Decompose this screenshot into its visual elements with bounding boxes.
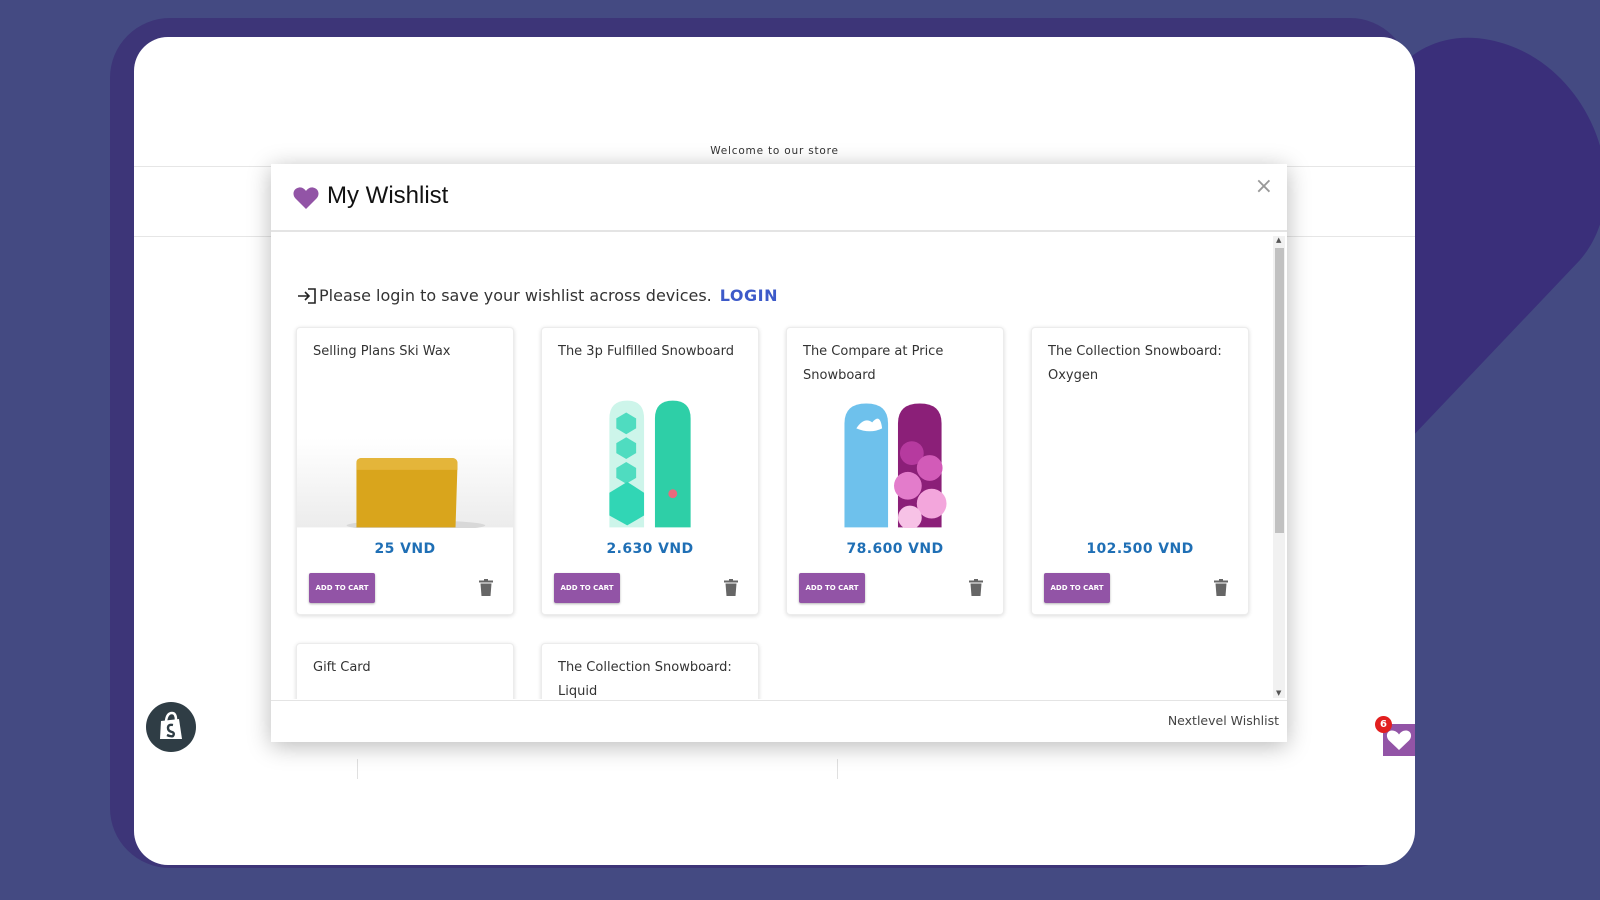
- shopify-bag-icon[interactable]: [146, 702, 196, 752]
- scroll-thumb[interactable]: [1275, 248, 1284, 533]
- wishlist-card: The Collection Snowboard: Oxygen 102.500…: [1031, 327, 1249, 615]
- add-to-cart-button[interactable]: ADD TO CART: [799, 573, 865, 603]
- wishlist-card: The Collection Snowboard: Liquid: [541, 643, 759, 699]
- modal-footer: Nextlevel Wishlist: [271, 700, 1287, 742]
- wishlist-modal: My Wishlist × Please login to save your …: [271, 164, 1287, 742]
- product-price: 102.500 VND: [1086, 541, 1194, 557]
- trash-icon[interactable]: [1214, 579, 1228, 596]
- trash-icon[interactable]: [479, 579, 493, 596]
- wishlist-card: Gift Card: [296, 643, 514, 699]
- trash-icon[interactable]: [724, 579, 738, 596]
- wishlist-card: Selling Plans Ski Wax 25 VND ADD TO CART: [296, 327, 514, 615]
- login-icon: [298, 287, 316, 304]
- product-title: The Collection Snowboard: Liquid: [558, 660, 732, 699]
- close-button[interactable]: ×: [1254, 174, 1273, 199]
- scroll-down-arrow[interactable]: ▼: [1276, 689, 1282, 697]
- login-prompt-row: Please login to save your wishlist acros…: [297, 286, 778, 305]
- add-to-cart-button[interactable]: ADD TO CART: [554, 573, 620, 603]
- modal-scrollbar[interactable]: ▲ ▼: [1273, 236, 1285, 698]
- ski-wax-image: [297, 438, 513, 528]
- trash-icon[interactable]: [969, 579, 983, 596]
- product-title: Selling Plans Ski Wax: [313, 344, 451, 359]
- add-to-cart-button[interactable]: ADD TO CART: [1044, 573, 1110, 603]
- add-to-cart-button[interactable]: ADD TO CART: [309, 573, 375, 603]
- scroll-up-arrow[interactable]: ▲: [1276, 236, 1282, 244]
- divider: [357, 759, 358, 779]
- login-prompt-text: Please login to save your wishlist acros…: [319, 286, 712, 305]
- product-title: Gift Card: [313, 660, 371, 675]
- heart-icon: [1386, 730, 1412, 750]
- product-price: 2.630 VND: [606, 541, 694, 557]
- product-title: The Collection Snowboard: Oxygen: [1048, 344, 1222, 383]
- modal-title: My Wishlist: [327, 182, 449, 209]
- divider: [837, 759, 838, 779]
- shopify-logo: [160, 711, 182, 739]
- snowboard-image: [609, 400, 691, 528]
- wishlist-card: The Compare at Price Snowboard 78.600 VN…: [786, 327, 1004, 615]
- wishlist-count-badge: 6: [1375, 716, 1392, 733]
- product-price: 78.600 VND: [846, 541, 944, 557]
- product-title: The Compare at Price Snowboard: [803, 344, 944, 383]
- login-link[interactable]: LOGIN: [719, 286, 778, 305]
- product-price: 25 VND: [374, 541, 436, 557]
- modal-body: Please login to save your wishlist acros…: [271, 234, 1273, 699]
- product-title: The 3p Fulfilled Snowboard: [558, 344, 734, 359]
- wishlist-card: The 3p Fulfilled Snowboard 2.630 VND ADD…: [541, 327, 759, 615]
- modal-header: My Wishlist ×: [271, 164, 1287, 232]
- footer-brand: Nextlevel Wishlist: [1167, 713, 1279, 728]
- heart-icon: [293, 187, 319, 209]
- announcement-bar: Welcome to our store: [710, 145, 839, 157]
- snowboard-image: [844, 403, 947, 528]
